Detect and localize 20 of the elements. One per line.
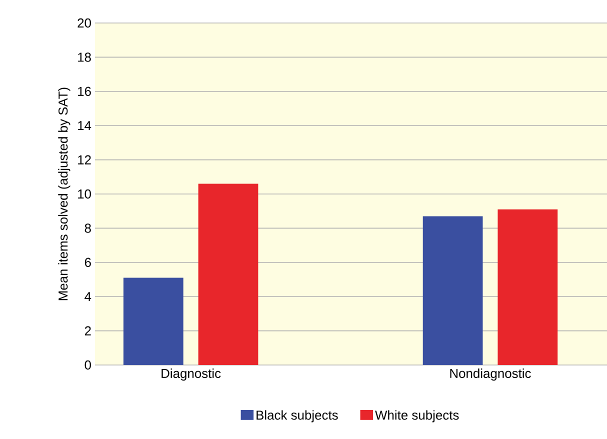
y-tick-label: 4 (84, 292, 92, 302)
y-tick-label: 18 (78, 52, 91, 62)
y-tick-label: 20 (78, 18, 91, 28)
y-tick-label: 8 (84, 224, 91, 233)
legend-label: White subjects (375, 410, 459, 422)
y-axis-title: Mean items solved (adjusted by SAT) (58, 88, 70, 300)
y-tick-label: 16 (78, 86, 91, 96)
y-tick-label: 6 (84, 258, 91, 267)
x-tick-label: Diagnostic (162, 368, 221, 381)
bar (422, 216, 483, 365)
y-tick-label: 12 (78, 155, 91, 164)
bar (498, 209, 558, 365)
bar (198, 184, 258, 365)
legend-label: Black subjects (256, 410, 338, 422)
bar (123, 278, 184, 365)
y-tick-label: 10 (78, 189, 91, 199)
x-tick-label: Nondiagnostic (450, 368, 531, 381)
y-tick-label: 14 (78, 121, 92, 130)
y-tick-label: 0 (84, 360, 91, 370)
y-tick-label: 2 (84, 326, 91, 336)
